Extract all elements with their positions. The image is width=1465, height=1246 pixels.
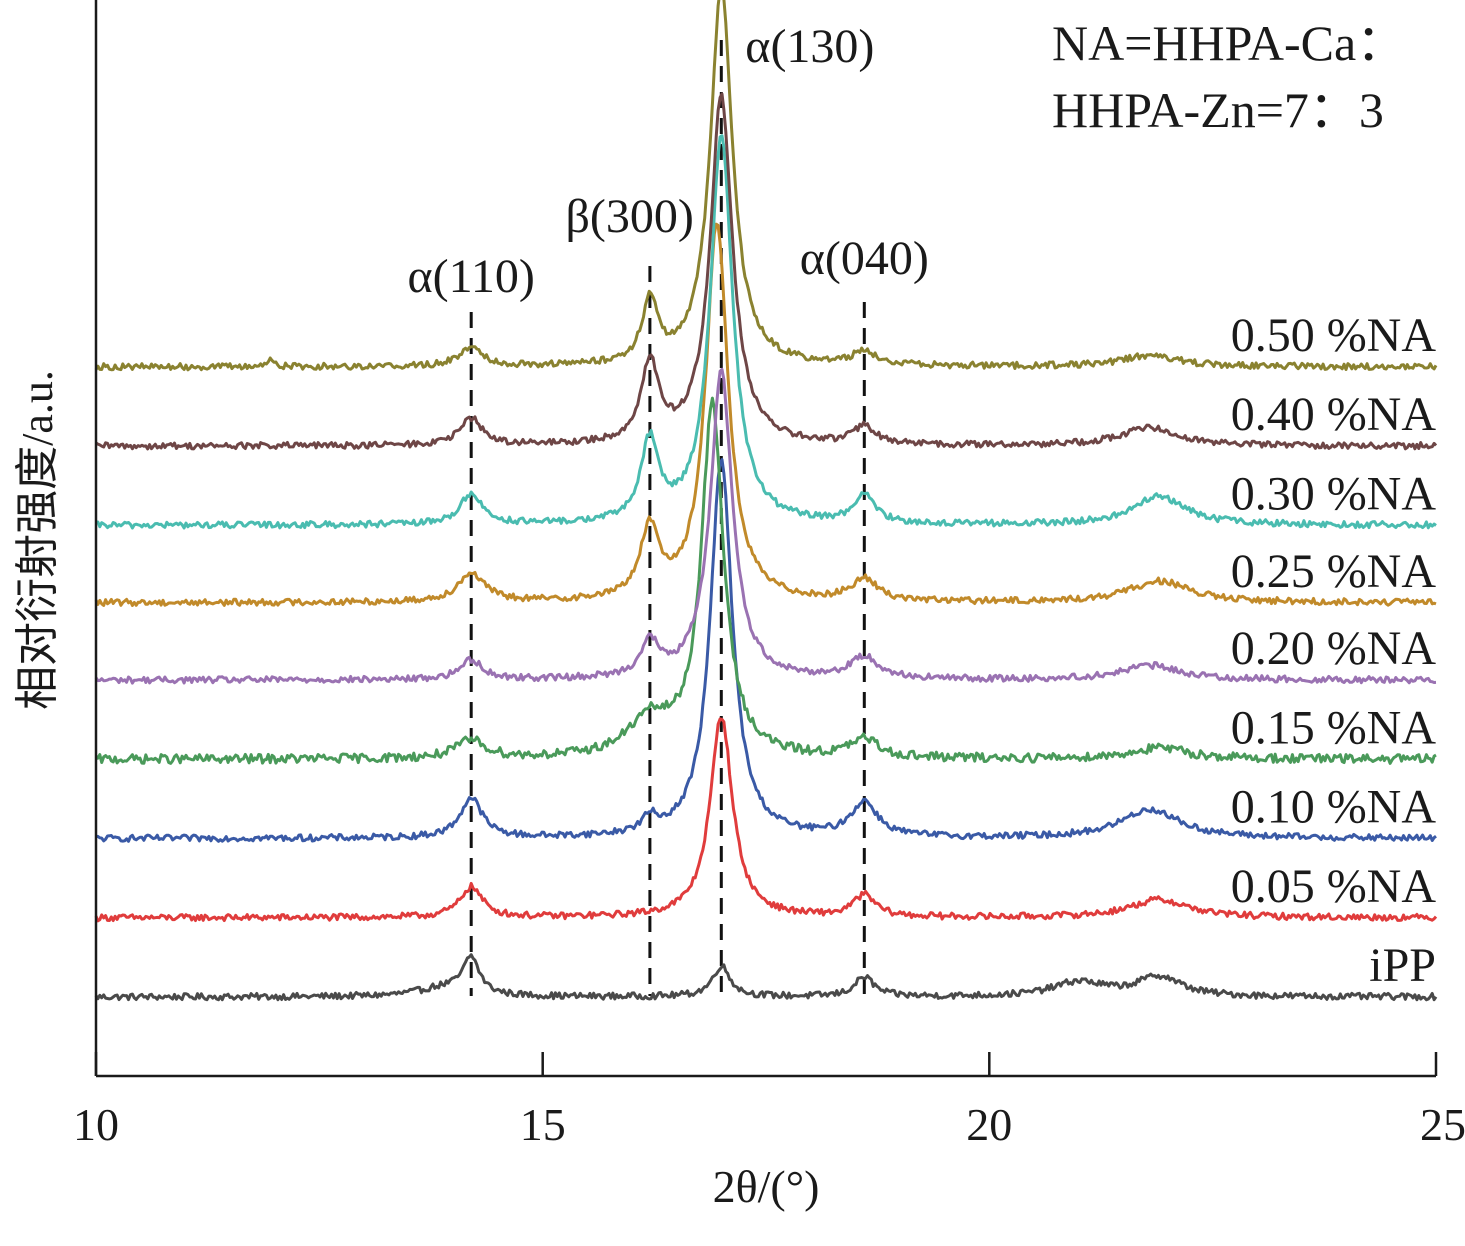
series-label-7: 0.40 %NA [1231,388,1437,441]
series-line-3 [94,396,1437,765]
axes [94,0,1436,1078]
series-line-2 [95,458,1437,843]
series-line-1 [94,717,1438,923]
series-line-6 [95,134,1437,530]
series-label-3: 0.15 %NA [1231,701,1437,754]
series-labels: iPP 0.05 %NA 0.10 %NA 0.15 %NA 0.20 %NA 0.25 … [1231,309,1437,992]
series-label-8: 0.50 %NA [1231,309,1437,362]
x-ticks: 10 15 20 25 [73,1052,1465,1150]
x-tick-label-2: 20 [966,1099,1012,1150]
reference-label-0: α(110) [408,250,535,303]
series-group [94,0,1438,1002]
reference-label-2: α(130) [745,20,874,73]
series-label-4: 0.20 %NA [1231,622,1437,675]
series-line-5 [94,222,1437,607]
series-line-7 [95,92,1438,451]
series-label-0: iPP [1369,939,1436,992]
series-label-2: 0.10 %NA [1231,781,1437,834]
series-label-1: 0.05 %NA [1231,860,1437,913]
x-tick-label-1: 15 [520,1099,566,1150]
series-line-0 [94,953,1438,1002]
series-line-4 [94,367,1437,685]
x-tick-label-3: 25 [1420,1099,1465,1150]
annotation-line-1: NA=HHPA-Ca： [1052,15,1406,71]
x-axis-label: 2θ/(°) [713,1161,820,1212]
x-tick-label-0: 10 [73,1099,119,1150]
series-label-6: 0.30 %NA [1231,467,1437,520]
annotation-line-2: HHPA-Zn=7：3 [1052,82,1384,138]
reference-lines: α(110) β(300) α(130) α(040) [408,20,929,996]
series-label-5: 0.25 %NA [1231,545,1437,598]
reference-label-1: β(300) [566,190,694,243]
reference-label-3: α(040) [800,232,929,285]
series-line-8 [94,0,1438,372]
y-axis-label: 相对衍射强度/a.u. [13,370,62,710]
